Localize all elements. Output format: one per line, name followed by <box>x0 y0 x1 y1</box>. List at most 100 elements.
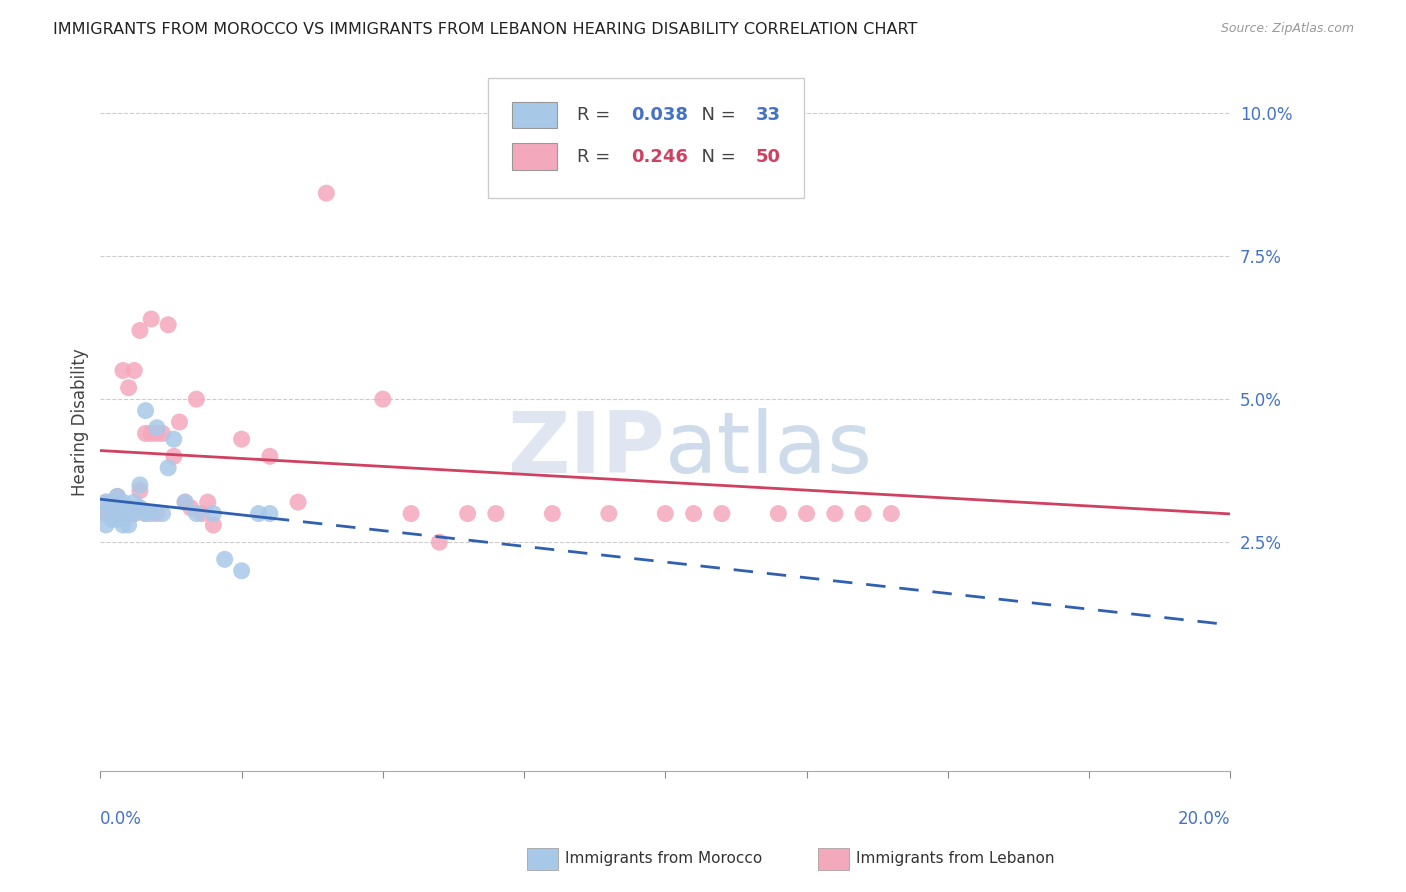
Point <box>174 495 197 509</box>
Point <box>880 507 903 521</box>
Point <box>682 507 704 521</box>
Point <box>111 495 134 509</box>
Point <box>111 507 134 521</box>
Point <box>129 478 152 492</box>
Point <box>202 507 225 521</box>
Point <box>169 415 191 429</box>
Point <box>105 500 128 515</box>
Point <box>94 495 117 509</box>
Point <box>111 363 134 377</box>
Point <box>135 403 157 417</box>
Point <box>796 507 818 521</box>
Point <box>94 507 117 521</box>
Text: 33: 33 <box>756 106 780 124</box>
Point <box>117 381 139 395</box>
Point <box>287 495 309 509</box>
Point <box>141 426 163 441</box>
Point <box>259 507 281 521</box>
Point <box>180 500 202 515</box>
Point <box>111 518 134 533</box>
Point <box>824 507 846 521</box>
Point <box>152 426 174 441</box>
Point <box>100 495 122 509</box>
Point <box>117 500 139 515</box>
Point <box>157 460 180 475</box>
Text: 50: 50 <box>756 148 780 166</box>
Text: 0.038: 0.038 <box>631 106 689 124</box>
FancyBboxPatch shape <box>818 847 849 871</box>
Point <box>247 507 270 521</box>
Point <box>157 318 180 332</box>
Point <box>117 507 139 521</box>
Text: N =: N = <box>690 106 742 124</box>
Point <box>163 450 186 464</box>
Point <box>163 432 186 446</box>
Point <box>315 186 337 201</box>
FancyBboxPatch shape <box>488 78 804 198</box>
Text: R =: R = <box>578 148 616 166</box>
FancyBboxPatch shape <box>512 102 557 128</box>
Point <box>626 163 648 178</box>
Point <box>135 507 157 521</box>
Point <box>191 507 214 521</box>
Point <box>371 392 394 406</box>
Point <box>141 312 163 326</box>
Point <box>146 426 169 441</box>
Point <box>122 507 145 521</box>
Point <box>122 363 145 377</box>
Point <box>214 552 236 566</box>
Point <box>122 495 145 509</box>
Point <box>231 432 253 446</box>
Point <box>105 512 128 526</box>
Point <box>135 426 157 441</box>
Point <box>94 518 117 533</box>
Point <box>100 500 122 515</box>
Point <box>186 392 208 406</box>
Point <box>146 507 169 521</box>
Point <box>598 507 620 521</box>
Point <box>710 507 733 521</box>
Point <box>111 507 134 521</box>
Point <box>117 518 139 533</box>
Point <box>105 490 128 504</box>
Text: 0.0%: 0.0% <box>100 810 142 828</box>
Point <box>259 450 281 464</box>
Point <box>94 507 117 521</box>
Point <box>457 507 479 521</box>
Text: N =: N = <box>690 148 742 166</box>
Point <box>852 507 875 521</box>
Point <box>152 507 174 521</box>
Point <box>94 495 117 509</box>
Point <box>105 490 128 504</box>
Point <box>654 507 676 521</box>
Point <box>427 535 450 549</box>
Point <box>174 495 197 509</box>
Point <box>105 507 128 521</box>
Point <box>129 323 152 337</box>
Text: 0.246: 0.246 <box>631 148 689 166</box>
Text: Immigrants from Lebanon: Immigrants from Lebanon <box>856 852 1054 866</box>
Point <box>117 507 139 521</box>
Point <box>768 507 790 521</box>
Text: ZIP: ZIP <box>508 409 665 491</box>
Text: Immigrants from Morocco: Immigrants from Morocco <box>565 852 762 866</box>
Text: Source: ZipAtlas.com: Source: ZipAtlas.com <box>1220 22 1354 36</box>
Point <box>135 507 157 521</box>
Y-axis label: Hearing Disability: Hearing Disability <box>72 348 89 496</box>
Point <box>100 500 122 515</box>
FancyBboxPatch shape <box>512 144 557 170</box>
Point <box>100 495 122 509</box>
Point <box>129 483 152 498</box>
Text: IMMIGRANTS FROM MOROCCO VS IMMIGRANTS FROM LEBANON HEARING DISABILITY CORRELATIO: IMMIGRANTS FROM MOROCCO VS IMMIGRANTS FR… <box>53 22 918 37</box>
Point <box>141 507 163 521</box>
Text: atlas: atlas <box>665 409 873 491</box>
Text: 20.0%: 20.0% <box>1178 810 1230 828</box>
Point <box>399 507 422 521</box>
Point <box>146 421 169 435</box>
FancyBboxPatch shape <box>527 847 558 871</box>
Point <box>541 507 564 521</box>
Point <box>231 564 253 578</box>
Text: R =: R = <box>578 106 616 124</box>
Point <box>197 495 219 509</box>
Point <box>100 512 122 526</box>
